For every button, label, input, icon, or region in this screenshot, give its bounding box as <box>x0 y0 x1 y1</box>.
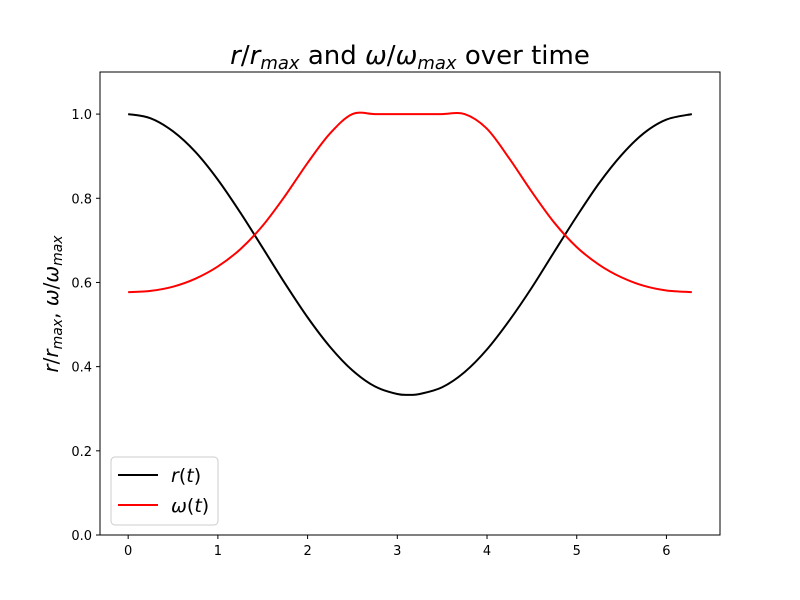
x-tick-label: 0 <box>124 544 132 559</box>
series-lines <box>127 111 693 396</box>
x-tick-label: 4 <box>483 544 491 559</box>
y-axis-label: r/rmax, ω/ωmax <box>39 235 66 373</box>
x-tick-label: 5 <box>573 544 581 559</box>
y-tick-label: 0.4 <box>71 361 92 376</box>
x-tick-label: 2 <box>303 544 311 559</box>
series-line-1 <box>128 111 692 294</box>
y-tick-label: 0.8 <box>71 192 92 207</box>
x-tick-label: 3 <box>393 544 401 559</box>
y-tick-label: 0.2 <box>71 445 92 460</box>
x-tick-label: 6 <box>662 544 670 559</box>
axis-ticks: 0 1 2 3 4 5 6 0.0 0.2 0.4 0.6 0.8 1.0 <box>71 108 670 559</box>
y-tick-label: 1.0 <box>71 108 92 123</box>
chart-title: r/rmax and ω/ωmax over time <box>230 41 590 74</box>
series-line-0 <box>127 113 693 396</box>
axes-frame <box>99 71 721 536</box>
y-tick-label: 0.6 <box>71 276 92 291</box>
legend-label-r: r(t) <box>171 465 201 487</box>
y-tick-label: 0.0 <box>71 529 92 544</box>
legend-label-omega: ω(t) <box>171 495 209 517</box>
legend: r(t) ω(t) <box>110 456 219 526</box>
x-tick-label: 1 <box>214 544 222 559</box>
